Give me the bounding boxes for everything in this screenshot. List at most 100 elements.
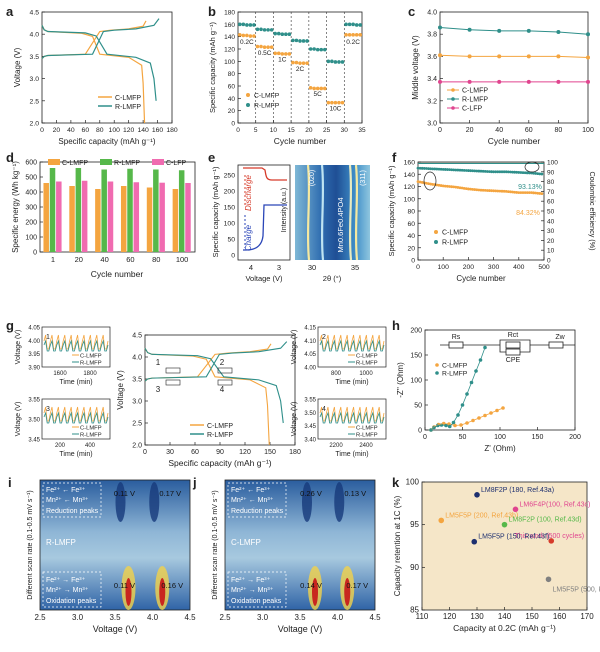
data-point	[538, 172, 542, 176]
data-point	[446, 184, 449, 188]
data-point	[485, 189, 489, 192]
x-tick-label: 120	[239, 449, 251, 456]
data-point	[471, 187, 474, 191]
data-point	[469, 187, 472, 191]
x-tick-label: 180	[166, 127, 178, 134]
intensity-label: Intensity (a.u.)	[281, 188, 288, 232]
x-axis-label: Time (min)	[59, 451, 92, 458]
data-point	[269, 28, 274, 32]
panel-label: c	[408, 4, 415, 19]
y-tick-label: 150	[224, 205, 236, 212]
data-point	[333, 100, 338, 105]
annotation-box	[42, 571, 102, 608]
inset-series	[319, 334, 385, 350]
data-point	[237, 33, 242, 37]
legend-label: R-LMFP	[462, 97, 488, 104]
x-tick-label: 80	[555, 127, 563, 134]
y-tick-label: 100	[404, 196, 416, 203]
equivalent-circuit: Rs Rct CPE Zw	[440, 332, 575, 364]
data-point	[425, 167, 428, 170]
data-point	[437, 183, 441, 187]
oxidation-peak-core	[159, 578, 166, 606]
y-tick-label: 4.5	[30, 10, 40, 17]
point-label: This work (500 cycles)	[514, 533, 584, 540]
polarization-value: 0.26 V	[300, 489, 322, 498]
y2-tick-label: 0	[547, 258, 551, 265]
legend-label: C-LFP	[166, 160, 187, 167]
data-point	[287, 52, 292, 56]
data-point	[540, 172, 544, 176]
data-point	[458, 186, 462, 190]
zoom-box	[217, 379, 233, 386]
data-point	[502, 170, 506, 174]
data-point	[506, 190, 510, 194]
data-point	[454, 168, 458, 172]
x-tick-label: 0	[236, 127, 240, 134]
data-point	[517, 171, 521, 174]
circuit-label: Zw	[555, 334, 565, 341]
data-point	[358, 33, 363, 37]
x-tick-label: 20	[75, 255, 83, 264]
plot-frame	[41, 11, 173, 124]
y-tick-label: 500	[25, 175, 37, 182]
y2-tick-label: 60	[547, 199, 555, 206]
charge-label: Charge	[244, 224, 253, 251]
data-point	[532, 171, 535, 175]
data-point	[248, 34, 253, 38]
data-point	[280, 32, 285, 36]
data-point	[330, 59, 334, 64]
data-point	[284, 52, 288, 56]
data-point	[504, 170, 508, 174]
data-point	[513, 190, 516, 194]
y-tick-label: 140	[404, 172, 416, 179]
oxidation-peak-core	[125, 578, 132, 606]
x-tick-label: 80	[152, 255, 160, 264]
legend-label: C-LMFP	[207, 423, 233, 430]
data-point	[427, 182, 430, 186]
x-tick-label: 3	[277, 263, 281, 272]
y-axis-label: Specific capacity (mAh g⁻¹)	[387, 165, 396, 257]
data-point	[437, 167, 441, 171]
data-point	[481, 188, 485, 192]
polarization-value: 0.13 V	[344, 489, 366, 498]
data-point	[266, 45, 270, 49]
y-tick-label: 80	[228, 71, 236, 78]
data-point	[509, 190, 512, 194]
oxidation-caption: Oxidation peaks	[231, 598, 282, 605]
legend-label: C-LMFP	[442, 363, 468, 370]
x-tick-label: 90	[216, 449, 224, 456]
reduction-caption: Reduction peaks	[231, 508, 284, 515]
series-line	[41, 18, 160, 60]
panel-label: e	[208, 150, 215, 165]
series-line	[439, 54, 589, 59]
y-tick-label: 4.0	[427, 10, 437, 17]
x-tick-label: 300	[488, 264, 500, 271]
data-point	[492, 189, 495, 193]
oxidation-label: Fe²⁺ → Fe³⁺	[231, 577, 271, 584]
y-tick-label: 95	[410, 520, 419, 529]
diffraction-peak	[354, 164, 359, 261]
data-point	[492, 170, 495, 174]
x-tick-label: 80	[96, 127, 104, 134]
series-title: R-LMFP	[46, 538, 76, 547]
data-point	[481, 169, 485, 173]
x-axis-label: Cycle number	[91, 269, 144, 279]
data-point	[441, 167, 445, 171]
panel-i: 2.5 3.0 3.5 4.0 4.5 Voltage (V) Different scan…	[27, 479, 196, 634]
data-point	[298, 39, 302, 43]
bar	[81, 180, 88, 252]
y-axis-label: -Z'' (Ohm)	[396, 362, 405, 398]
legend-label: C-LMFP	[462, 88, 488, 95]
legend-label: C-LMFP	[442, 230, 468, 237]
oxidation-peak-core	[312, 578, 318, 606]
bar	[69, 186, 75, 252]
data-point	[497, 28, 502, 33]
reduction-label: Fe²⁺ ← Fe³⁺	[46, 487, 86, 494]
zoom-box-label: 3	[156, 385, 161, 394]
data-point	[416, 166, 420, 170]
charge-curve	[243, 204, 287, 251]
bar	[185, 183, 191, 252]
x-tick-label: 20	[466, 127, 474, 134]
rate-label: 2C	[296, 66, 305, 73]
data-point	[452, 168, 456, 172]
